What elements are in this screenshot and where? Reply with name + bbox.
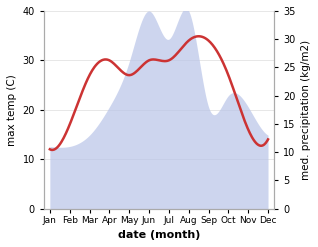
X-axis label: date (month): date (month) — [118, 230, 200, 240]
Y-axis label: max temp (C): max temp (C) — [7, 74, 17, 146]
Y-axis label: med. precipitation (kg/m2): med. precipitation (kg/m2) — [301, 40, 311, 180]
